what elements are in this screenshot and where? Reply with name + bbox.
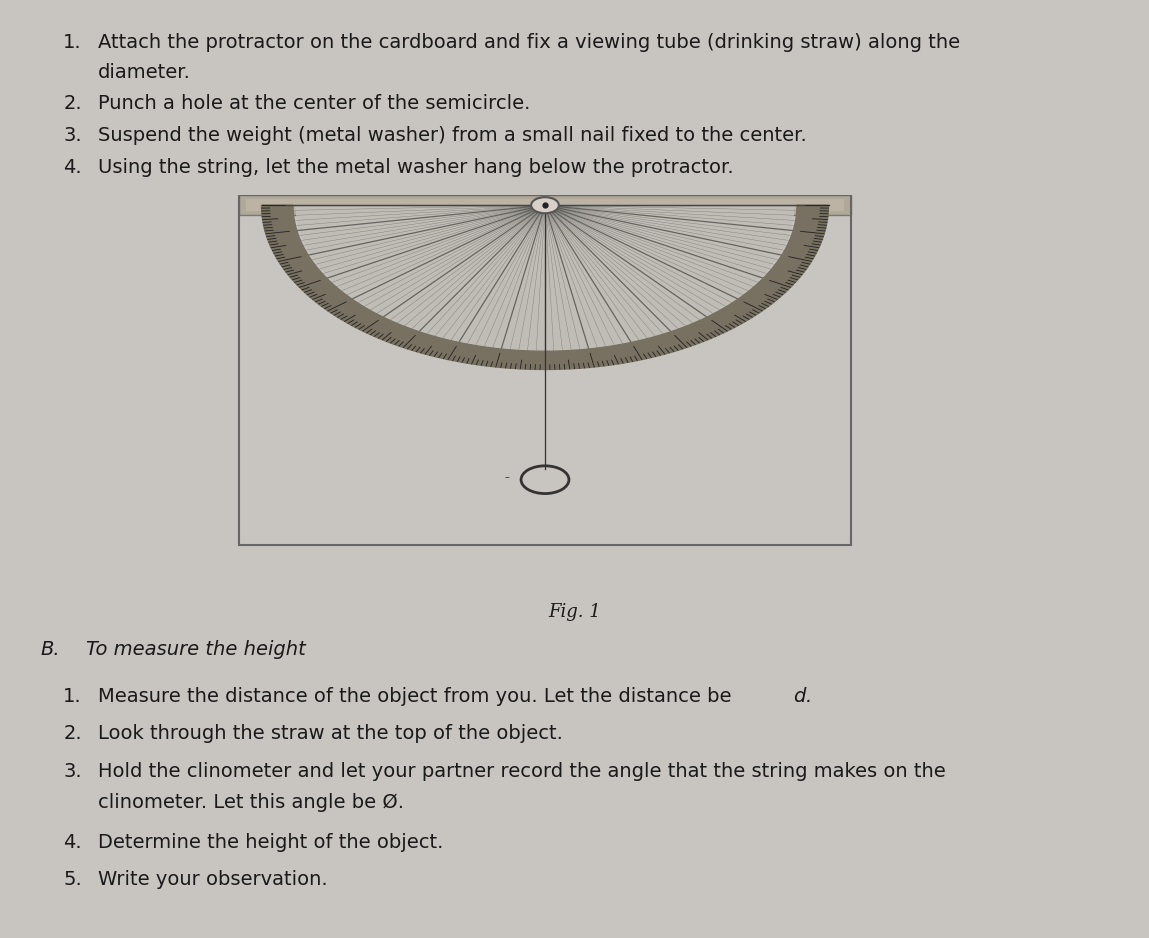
Text: Write your observation.: Write your observation. bbox=[98, 870, 327, 889]
Text: Look through the straw at the top of the object.: Look through the straw at the top of the… bbox=[98, 724, 563, 743]
Text: Fig. 1: Fig. 1 bbox=[548, 603, 601, 621]
Text: Punch a hole at the center of the semicircle.: Punch a hole at the center of the semici… bbox=[98, 94, 530, 113]
Text: 2.: 2. bbox=[63, 724, 82, 743]
Text: Using the string, let the metal washer hang below the protractor.: Using the string, let the metal washer h… bbox=[98, 158, 733, 176]
Text: 3.: 3. bbox=[63, 126, 82, 144]
Bar bbox=[246, 199, 845, 211]
Text: 4.: 4. bbox=[63, 833, 82, 852]
Text: –: – bbox=[504, 472, 510, 482]
Text: Hold the clinometer and let your partner record the angle that the string makes : Hold the clinometer and let your partner… bbox=[98, 762, 946, 780]
Text: $d$.: $d$. bbox=[793, 687, 811, 705]
Text: 2.: 2. bbox=[63, 94, 82, 113]
Polygon shape bbox=[262, 205, 828, 370]
Text: Measure the distance of the object from you. Let the distance be: Measure the distance of the object from … bbox=[98, 687, 738, 705]
Polygon shape bbox=[296, 205, 797, 349]
Text: Suspend the weight (metal washer) from a small nail fixed to the center.: Suspend the weight (metal washer) from a… bbox=[98, 126, 807, 144]
Text: To measure the height: To measure the height bbox=[86, 640, 306, 658]
Text: diameter.: diameter. bbox=[98, 63, 191, 82]
Bar bbox=[239, 195, 850, 215]
Circle shape bbox=[531, 197, 558, 213]
Text: Attach the protractor on the cardboard and fix a viewing tube (drinking straw) a: Attach the protractor on the cardboard a… bbox=[98, 33, 959, 52]
Text: clinometer. Let this angle be Ø.: clinometer. Let this angle be Ø. bbox=[98, 793, 403, 811]
Text: 3.: 3. bbox=[63, 762, 82, 780]
Text: B.: B. bbox=[40, 640, 60, 658]
Text: 1.: 1. bbox=[63, 687, 82, 705]
Text: 1.: 1. bbox=[63, 33, 82, 52]
Text: Determine the height of the object.: Determine the height of the object. bbox=[98, 833, 444, 852]
Text: 4.: 4. bbox=[63, 158, 82, 176]
Text: 5.: 5. bbox=[63, 870, 82, 889]
